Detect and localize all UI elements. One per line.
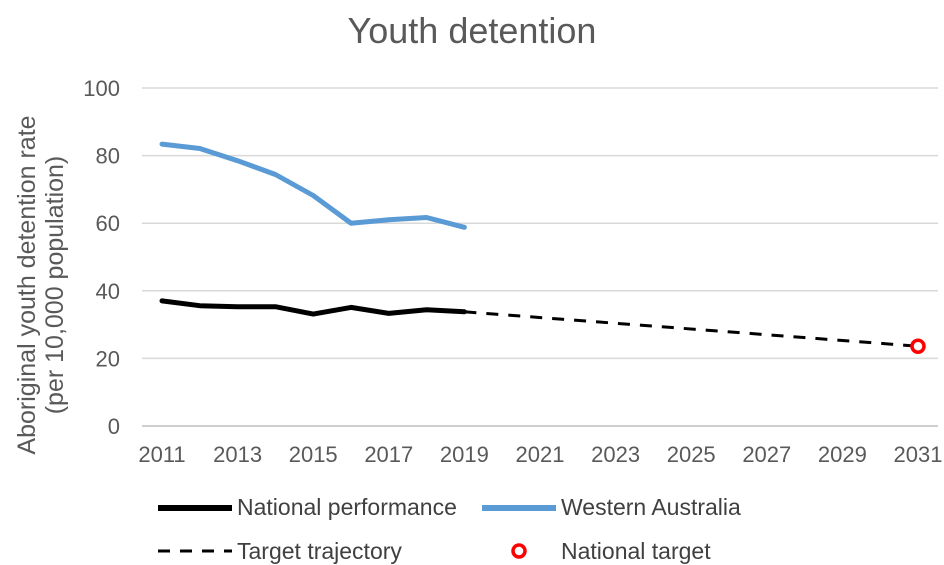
chart-title: Youth detention bbox=[347, 10, 597, 51]
x-tick-label: 2023 bbox=[591, 442, 640, 467]
series-line-national-performance bbox=[159, 298, 467, 317]
x-tick-label: 2011 bbox=[138, 442, 185, 467]
series-lines bbox=[159, 141, 926, 354]
y-tick-label: 0 bbox=[108, 414, 120, 439]
y-axis-ticks: 0 20 40 60 80 100 bbox=[83, 76, 120, 439]
x-tick-label: 2015 bbox=[289, 442, 338, 467]
series-line-target-trajectory bbox=[464, 310, 919, 348]
y-tick-label: 100 bbox=[83, 76, 120, 101]
x-tick-label: 2029 bbox=[818, 442, 867, 467]
x-tick-label: 2013 bbox=[213, 442, 262, 467]
x-tick-label: 2021 bbox=[516, 442, 565, 467]
legend-label-national-target: National target bbox=[561, 538, 711, 564]
y-tick-label: 20 bbox=[96, 346, 120, 371]
x-tick-label: 2019 bbox=[440, 442, 489, 467]
y-tick-label: 80 bbox=[96, 144, 120, 169]
x-tick-label: 2031 bbox=[894, 442, 943, 467]
series-line-western-australia bbox=[159, 141, 467, 230]
legend-swatch-national-target bbox=[511, 543, 527, 559]
gridlines bbox=[142, 87, 938, 427]
legend-label-target-trajectory: Target trajectory bbox=[237, 538, 402, 564]
y-tick-label: 40 bbox=[96, 279, 120, 304]
legend-label-western-australia: Western Australia bbox=[561, 494, 741, 520]
legend-label-national-performance: National performance bbox=[237, 494, 457, 520]
x-tick-label: 2025 bbox=[667, 442, 716, 467]
x-axis-ticks: 2011 2013 2015 2017 2019 2021 2023 2025 2027 2029… bbox=[138, 442, 942, 467]
x-tick-label: 2017 bbox=[364, 442, 413, 467]
marker-national-target bbox=[910, 338, 926, 354]
y-tick-label: 60 bbox=[96, 211, 120, 236]
legend-marks bbox=[158, 505, 556, 559]
x-tick-label: 2027 bbox=[742, 442, 791, 467]
